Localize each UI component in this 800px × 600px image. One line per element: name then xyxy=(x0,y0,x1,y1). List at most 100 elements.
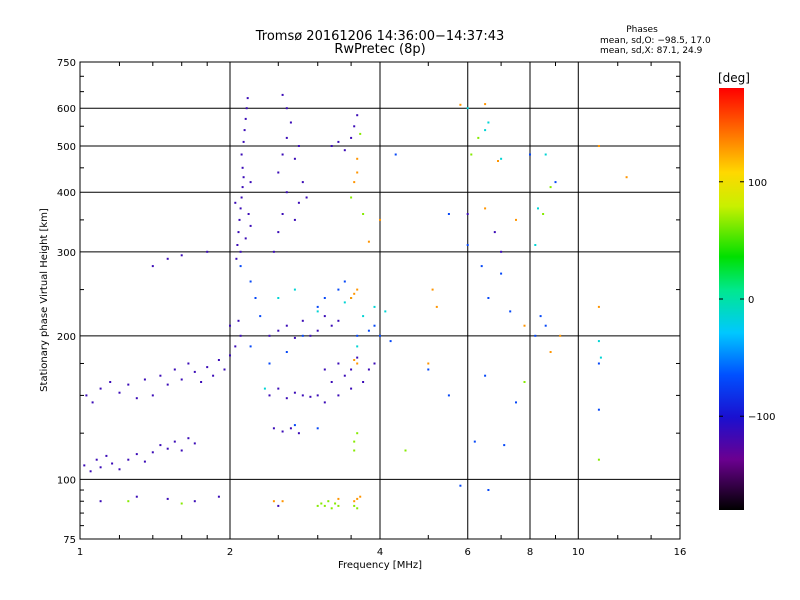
phases-title: Phases xyxy=(626,25,658,35)
data-point xyxy=(249,280,252,283)
data-point xyxy=(305,196,308,199)
y-tick-label: 500 xyxy=(57,142,76,153)
data-point xyxy=(244,117,247,120)
data-point xyxy=(373,362,376,365)
data-point xyxy=(337,497,340,500)
data-point xyxy=(297,201,300,204)
data-point xyxy=(316,504,319,507)
data-point xyxy=(237,231,240,234)
data-point xyxy=(362,213,365,215)
x-axis-label: Frequency [MHz] xyxy=(338,560,422,571)
data-point xyxy=(343,149,346,152)
data-point xyxy=(554,181,557,184)
data-point xyxy=(105,454,108,457)
data-point xyxy=(263,387,266,390)
data-point xyxy=(477,136,480,139)
data-point xyxy=(135,397,138,400)
data-point xyxy=(367,368,370,371)
data-point xyxy=(217,359,220,361)
data-point xyxy=(343,374,346,377)
x-tick-label: 16 xyxy=(674,547,687,558)
data-point xyxy=(330,381,333,383)
data-point xyxy=(285,191,288,194)
data-point xyxy=(353,125,356,128)
data-point xyxy=(500,272,503,275)
data-point xyxy=(559,334,562,337)
data-point xyxy=(343,301,346,304)
data-point xyxy=(118,468,121,471)
data-point xyxy=(259,315,262,318)
data-point xyxy=(272,500,275,503)
data-point xyxy=(523,381,526,383)
data-point xyxy=(309,334,312,337)
data-point xyxy=(240,153,243,156)
data-point xyxy=(99,387,102,390)
x-tick-label: 4 xyxy=(377,547,383,558)
data-point xyxy=(534,334,537,337)
data-point xyxy=(515,401,517,404)
data-point xyxy=(277,504,280,507)
data-point xyxy=(281,153,284,156)
data-point xyxy=(359,495,362,498)
data-point xyxy=(356,362,359,365)
colorbar-ticks: 100 0 −100 xyxy=(719,178,775,423)
data-point xyxy=(367,329,370,332)
data-point xyxy=(249,345,252,348)
data-point xyxy=(249,181,252,184)
data-point xyxy=(337,394,340,397)
data-point xyxy=(217,495,220,498)
data-point xyxy=(356,356,359,359)
data-point xyxy=(127,500,130,503)
data-point xyxy=(166,447,169,450)
data-point xyxy=(379,334,381,337)
data-point xyxy=(523,324,526,327)
data-point xyxy=(356,432,359,435)
data-point xyxy=(293,157,296,160)
data-point xyxy=(289,427,292,430)
data-point xyxy=(316,310,319,313)
data-point xyxy=(356,345,359,348)
data-point xyxy=(459,103,462,106)
data-point xyxy=(237,319,240,322)
data-point xyxy=(484,103,487,106)
data-point xyxy=(301,181,304,184)
data-point xyxy=(293,424,296,427)
y-tick-label: 200 xyxy=(57,332,76,343)
data-point xyxy=(173,368,176,371)
data-point xyxy=(337,288,340,291)
data-point xyxy=(180,502,183,505)
y-tick-label: 100 xyxy=(57,475,76,486)
data-point xyxy=(599,356,602,359)
data-point xyxy=(597,408,600,411)
data-point xyxy=(389,340,392,343)
data-point xyxy=(362,315,365,318)
data-point xyxy=(143,460,146,463)
data-point xyxy=(493,231,496,234)
data-point xyxy=(293,218,296,221)
data-point xyxy=(135,495,138,498)
data-point xyxy=(330,145,333,147)
data-point xyxy=(246,97,249,100)
data-point xyxy=(503,444,506,447)
data-point xyxy=(301,319,304,322)
y-tick-label: 300 xyxy=(57,248,76,259)
data-point xyxy=(497,160,499,162)
data-point xyxy=(435,305,438,308)
data-point xyxy=(193,500,196,503)
plot-frame xyxy=(79,61,681,540)
data-point xyxy=(334,502,337,505)
data-point xyxy=(597,458,600,461)
data-point xyxy=(350,297,353,299)
data-point xyxy=(320,502,323,505)
y-tick-label: 75 xyxy=(63,535,76,546)
data-points xyxy=(83,93,628,510)
data-point xyxy=(118,391,121,394)
data-point xyxy=(447,213,450,215)
data-point xyxy=(240,196,243,199)
data-point xyxy=(272,427,275,430)
y-axis-ticks: 75 100 200 300 400 500 600 750 xyxy=(57,58,680,546)
data-point xyxy=(447,394,450,397)
data-point xyxy=(193,370,196,373)
data-point xyxy=(544,324,547,327)
